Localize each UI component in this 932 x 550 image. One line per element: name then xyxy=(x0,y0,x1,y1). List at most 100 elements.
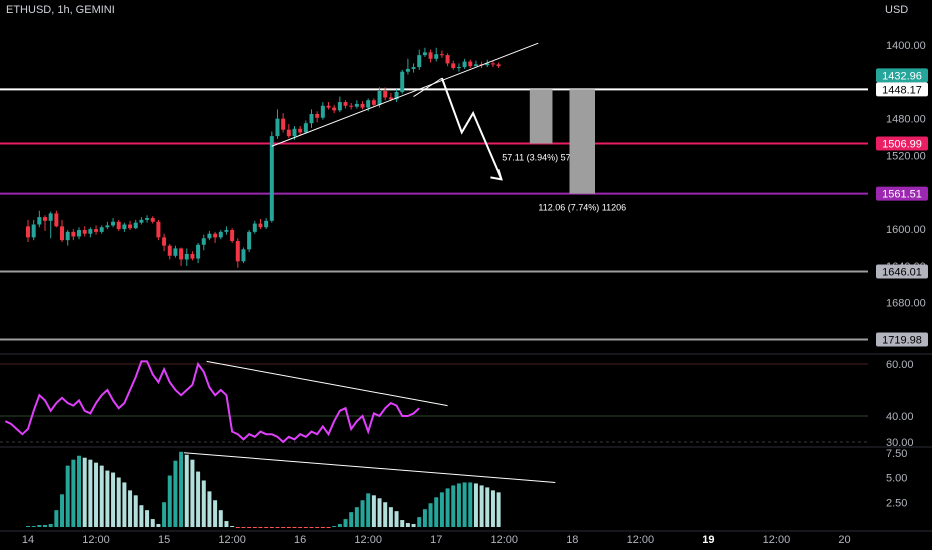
projection-arrowhead xyxy=(490,169,503,181)
histogram-bar xyxy=(298,527,303,528)
candle-body xyxy=(490,63,495,65)
histogram-bar xyxy=(383,502,388,527)
histogram-bar xyxy=(207,491,212,527)
time-tick-label: 15 xyxy=(158,534,170,546)
histogram-bar xyxy=(167,475,172,527)
candle-body xyxy=(71,231,76,237)
candle-body xyxy=(315,114,320,118)
histogram-bar xyxy=(37,525,42,527)
candle-body xyxy=(235,241,240,262)
histogram-bar xyxy=(462,482,467,527)
candle-body xyxy=(383,91,388,98)
histogram-bar xyxy=(388,507,393,527)
level-price-tag xyxy=(876,136,928,151)
histogram-bar xyxy=(405,523,410,527)
measure-box xyxy=(569,89,595,194)
candle-body xyxy=(286,129,291,137)
candle-body xyxy=(111,221,116,226)
candle-body xyxy=(400,71,405,92)
measure-box xyxy=(529,89,553,144)
candle-body xyxy=(456,67,461,69)
time-tick-label: 12:00 xyxy=(763,534,791,546)
histogram-bar xyxy=(60,494,65,527)
candle-body xyxy=(354,103,359,107)
candle-body xyxy=(473,64,478,67)
histogram-bar xyxy=(320,527,325,528)
candle-body xyxy=(422,52,427,56)
histogram-bar xyxy=(456,483,461,527)
histogram-bar xyxy=(343,519,348,527)
level-price-tag xyxy=(876,82,928,97)
candle-body xyxy=(468,61,473,67)
histogram-bar xyxy=(349,512,354,527)
histogram-bar xyxy=(230,526,235,528)
candle-body xyxy=(275,118,280,137)
time-tick-label: 12:00 xyxy=(491,534,519,546)
histogram-bar xyxy=(394,511,399,527)
histogram-bar xyxy=(31,526,36,528)
histogram-bar xyxy=(252,527,257,528)
candle-body xyxy=(128,224,133,229)
level-price-tag xyxy=(876,264,928,279)
candle-body xyxy=(179,248,184,260)
candle-body xyxy=(48,213,53,221)
histogram-bar xyxy=(451,485,456,527)
candle-body xyxy=(281,118,286,130)
histogram-bar xyxy=(468,482,473,527)
histogram-tick-label: 2.50 xyxy=(886,497,907,509)
candle-body xyxy=(269,136,274,221)
candlesticks xyxy=(26,47,501,268)
candle-body xyxy=(332,107,337,111)
rsi-divergence-trendline xyxy=(206,360,448,407)
histogram-bar xyxy=(224,521,229,527)
candle-body xyxy=(60,226,65,241)
candle-body xyxy=(411,67,416,69)
candle-body xyxy=(394,91,399,100)
time-axis: 14 12:00 15 12:00 16 12:00 17 12:00 18 12:00 19 12:… xyxy=(22,534,851,546)
histogram-bar xyxy=(366,493,371,527)
candle-body xyxy=(405,68,410,72)
candle-body xyxy=(139,219,144,223)
candle-body xyxy=(207,233,212,239)
candle-body xyxy=(116,221,121,230)
histogram-bar xyxy=(241,527,246,528)
candle-body xyxy=(292,128,297,137)
level-price-label: 1646.01 xyxy=(882,266,922,278)
candle-body xyxy=(349,105,354,107)
histogram-bar xyxy=(411,524,416,527)
time-tick-label: 16 xyxy=(294,534,306,546)
level-price-tag xyxy=(876,332,928,347)
histogram-bar xyxy=(184,454,189,527)
histogram-pane xyxy=(26,451,556,528)
histogram-bar xyxy=(422,509,427,527)
last-price-tag xyxy=(876,68,928,83)
histogram-bar xyxy=(258,527,263,528)
histogram-bar xyxy=(439,492,444,527)
histogram-bar xyxy=(326,527,331,528)
histogram-bar xyxy=(315,527,320,528)
histogram-trendline xyxy=(183,452,556,483)
histogram-bar xyxy=(490,490,495,527)
histogram-bar xyxy=(269,527,274,528)
candle-body xyxy=(88,229,93,234)
candle-body xyxy=(320,105,325,118)
histogram-bar xyxy=(173,460,178,527)
last-price-label: 1432.96 xyxy=(882,70,922,82)
histogram-bar xyxy=(201,480,206,527)
candle-body xyxy=(224,230,229,232)
candle-body xyxy=(230,230,235,242)
histogram-bar xyxy=(190,459,195,527)
candle-body xyxy=(105,225,110,228)
histogram-bar xyxy=(196,471,201,527)
candle-body xyxy=(445,55,450,64)
price-tick-label: 1600.00 xyxy=(886,224,926,236)
histogram-bar xyxy=(445,488,450,527)
rsi-tick-label: 30.00 xyxy=(886,437,914,449)
candle-body xyxy=(190,253,195,259)
candle-body xyxy=(462,61,467,68)
candle-body xyxy=(213,233,218,238)
time-tick-label: 12:00 xyxy=(82,534,110,546)
time-tick-label: 19 xyxy=(702,534,714,546)
histogram-bar xyxy=(354,507,359,527)
